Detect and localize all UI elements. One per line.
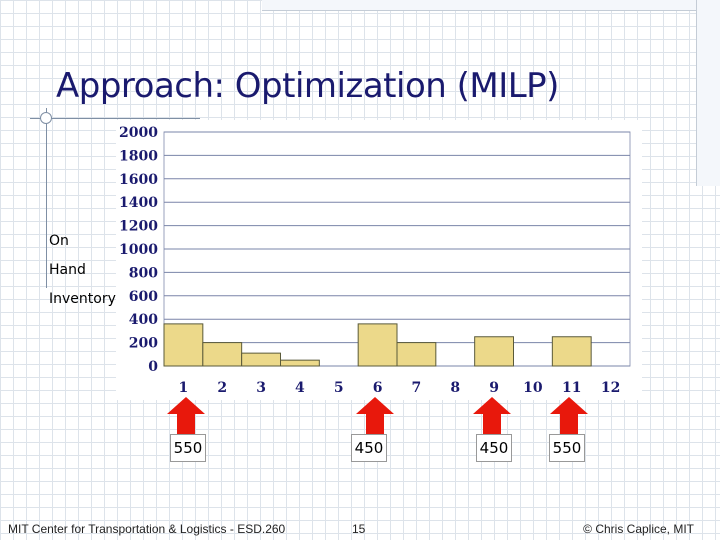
- y-tick-label: 0: [148, 359, 158, 375]
- slide-title: Approach: Optimization (MILP): [56, 66, 559, 106]
- x-tick-label: 2: [217, 380, 227, 396]
- y-tick-label: 2000: [119, 125, 158, 141]
- y-axis-label-inventory: Inventory: [49, 291, 116, 307]
- x-tick-label: 3: [256, 380, 266, 396]
- y-tick-label: 1000: [119, 242, 158, 258]
- inventory-bar: [357, 323, 398, 367]
- y-tick-label: 200: [129, 336, 158, 352]
- order-arrow-icon: [473, 397, 511, 435]
- inventory-bar: [551, 336, 592, 367]
- y-tick-label: 1600: [119, 172, 158, 188]
- x-tick-label: 12: [601, 380, 620, 396]
- title-ring-ornament: [40, 112, 52, 124]
- decorative-right-band: [696, 0, 720, 186]
- bars: [163, 323, 592, 367]
- y-tick-label: 400: [129, 312, 158, 328]
- order-arrow-icon: [550, 397, 588, 435]
- x-tick-label: 9: [489, 380, 499, 396]
- page-number: 15: [352, 522, 366, 536]
- x-tick-label: 4: [295, 380, 305, 396]
- y-tick-label: 1400: [119, 195, 158, 211]
- inventory-bar: [280, 359, 320, 367]
- y-tick-label: 1200: [119, 219, 158, 235]
- x-tick-label: 7: [412, 380, 422, 396]
- x-tick-label: 10: [523, 380, 543, 396]
- order-quantity-label: 450: [476, 434, 512, 462]
- x-tick-label: 1: [179, 380, 189, 396]
- y-tick-label: 800: [129, 265, 158, 281]
- y-tick-labels: 0 200 400 600 800 1000 1200 1400 1600 1800 2000: [119, 125, 158, 375]
- order-arrow-icon: [167, 397, 205, 435]
- decorative-top-band: [262, 0, 720, 11]
- x-tick-label: 6: [373, 380, 383, 396]
- inventory-bar: [396, 342, 437, 367]
- order-quantity-label: 550: [170, 434, 206, 462]
- title-rule-horizontal: [30, 118, 200, 119]
- y-axis-label-hand: Hand: [49, 262, 86, 278]
- x-tick-labels: 1 2 3 4 5 6 7 8 9 10 11 12: [179, 380, 621, 396]
- footer-course-label: MIT Center for Transportation & Logistic…: [8, 522, 286, 536]
- title-rule-vertical: [46, 108, 47, 288]
- inventory-bar: [241, 352, 281, 367]
- x-tick-label: 5: [334, 380, 344, 396]
- x-tick-label: 8: [450, 380, 460, 396]
- y-tick-label: 600: [129, 289, 158, 305]
- inventory-bar: [474, 336, 514, 367]
- y-axis-label-on: On: [49, 233, 69, 249]
- inventory-bar: [163, 323, 204, 367]
- order-quantity-label: 550: [549, 434, 585, 462]
- order-quantity-label: 450: [351, 434, 387, 462]
- x-tick-label: 11: [562, 380, 581, 396]
- order-arrow-icon: [356, 397, 394, 435]
- y-tick-label: 1800: [119, 148, 158, 164]
- inventory-bar: [202, 342, 243, 367]
- footer-copyright: © Chris Caplice, MIT: [583, 522, 694, 536]
- gridlines: [164, 131, 630, 367]
